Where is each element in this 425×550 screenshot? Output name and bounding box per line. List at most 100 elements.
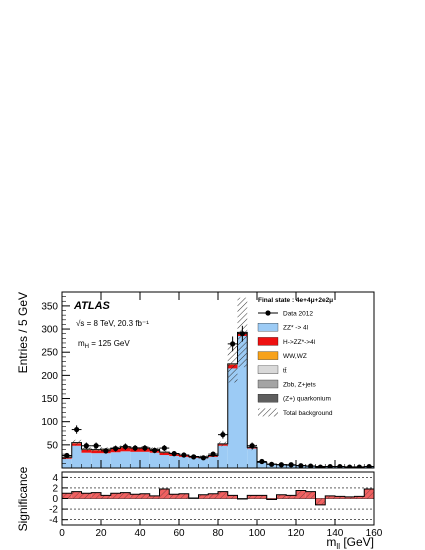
y-tick-label: 350 [41,301,58,312]
significance-bar-hatch [81,493,92,499]
data-point [337,464,343,468]
significance-bar-hatch [305,491,316,499]
sig-y-tick-label: -2 [49,505,58,516]
significance-bar-hatch [344,496,355,499]
legend-swatch [257,351,279,360]
data-point [161,445,167,451]
x-tick-label: 140 [327,528,344,539]
data-point [74,426,80,433]
significance-bar-hatch [335,496,345,499]
significance-bar-hatch [315,498,326,505]
bar-zz [71,445,82,468]
data-point [356,464,362,468]
data-point [249,443,255,449]
legend-swatch [257,365,279,374]
bar-zz [247,448,257,468]
data-point [220,432,226,438]
data-point [317,464,323,468]
significance-bar-hatch [286,495,296,499]
data-point [64,452,70,459]
data-point [181,452,187,458]
data-point [122,444,128,450]
sig-y-tick-label: 2 [52,483,58,494]
uncertainty-band [71,439,82,446]
x-tick-label: 0 [59,528,65,539]
energy-lumi-label: √s = 8 TeV, 20.3 fb⁻¹ [76,319,149,328]
significance-bar-hatch [130,494,140,499]
bar-zz [101,453,111,468]
data-point [103,448,109,454]
data-point [308,463,314,468]
significance-bar-hatch [62,493,72,499]
bar-zz [257,462,267,468]
bar-zz [198,458,209,468]
x-tick-label: 40 [134,528,146,539]
legend-swatch [257,337,279,346]
y-tick-label: 250 [41,348,58,359]
legend-swatch-total-background [258,408,278,417]
atlas-label: ATLAS [73,300,111,312]
x-tick-label: 80 [212,528,224,539]
significance-bar-hatch [296,490,306,499]
significance-bar-hatch [71,491,82,499]
legend: Final state : 4e+4μ+2e2μ Data 2012 ZZ* ->… [257,297,333,417]
significance-panel [62,476,374,521]
sig-y-tick-label: 4 [52,473,58,484]
significance-bar-hatch [120,492,131,499]
sig-y-tick-label: 0 [52,494,58,505]
data-point [327,464,333,468]
x-tick-label: 20 [95,528,107,539]
data-point [347,464,353,468]
data-point [230,341,236,347]
legend-label: WW,WZ [283,353,307,360]
main-panel [62,297,374,468]
significance-bar-hatch [159,488,170,499]
bar-zz [208,456,218,468]
bar-zz [62,458,72,468]
significance-bar-hatch [257,495,267,499]
legend-label: (Z+) quarkonium [283,396,331,403]
bar-zz [188,457,199,468]
bar-zz [179,456,189,468]
data-point [210,451,216,457]
y-axis-label-significance: Significance [16,466,30,531]
significance-bar-hatch [91,492,101,499]
bar-zz [227,368,238,468]
significance-bar-hatch [110,493,121,499]
significance-bar-hatch [354,496,365,499]
bar-zz [140,451,150,468]
data-point [113,445,119,452]
bar-higgs [81,449,92,453]
bar-zz [81,452,92,468]
y-tick-label: 300 [41,325,58,336]
data-point [152,447,158,453]
data-point [200,455,206,461]
legend-label: H->ZZ*->4l [283,339,316,346]
data-point [171,451,177,457]
bar-zz [159,455,170,468]
legend-swatch [257,394,279,403]
bar-zz [218,445,228,468]
significance-bar-hatch [208,493,218,499]
legend-label: tt̄ [283,367,287,375]
legend-swatch [257,379,279,389]
legend-label: Zbb, Z+jets [283,382,316,389]
significance-bar-hatch [364,488,374,499]
significance-bar-hatch [247,495,257,499]
data-point [298,463,304,468]
uncertainty-band [218,441,228,447]
data-point [288,462,294,468]
legend-header: Final state : 4e+4μ+2e2μ [258,297,333,304]
y-axis-label-main: Entries / 5 GeV [16,292,30,373]
significance-bar-hatch [198,494,209,499]
bar-higgs [91,450,101,454]
x-tick-label: 160 [366,528,383,539]
data-point [132,445,138,451]
y-tick-label: 100 [41,417,58,428]
data-point [259,458,265,465]
significance-bar-hatch [325,495,335,499]
significance-bar-hatch [266,498,277,500]
uncertainty-band [81,447,92,451]
